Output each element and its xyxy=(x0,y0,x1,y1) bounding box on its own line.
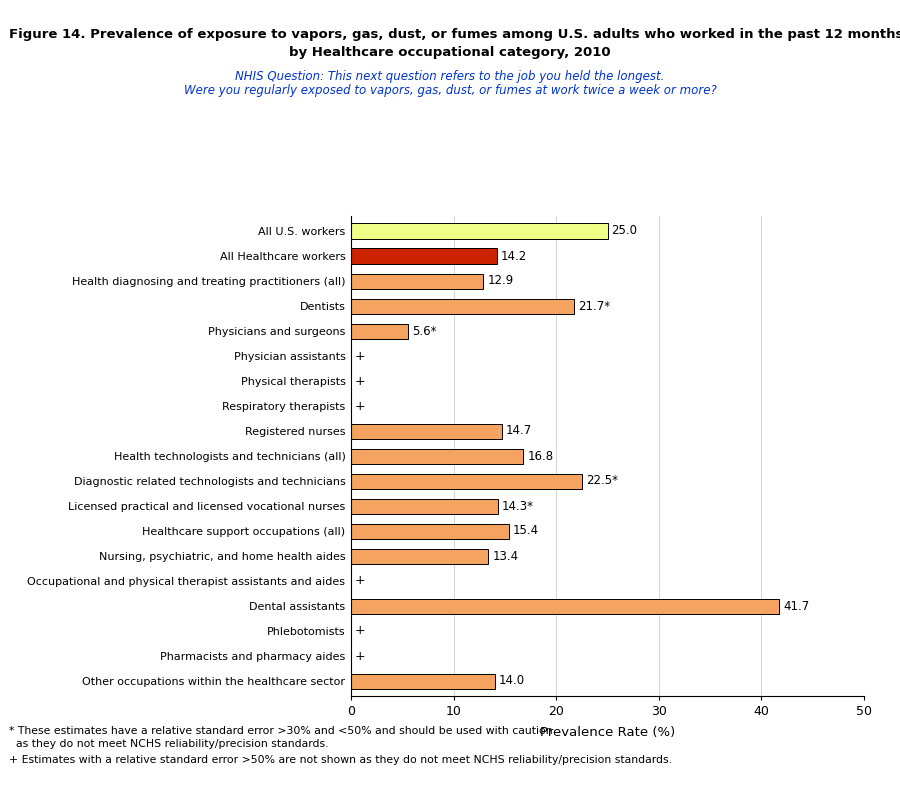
Bar xyxy=(351,323,409,338)
Bar xyxy=(351,274,483,289)
Bar xyxy=(351,523,509,538)
Text: Were you regularly exposed to vapors, gas, dust, or fumes at work twice a week o: Were you regularly exposed to vapors, ga… xyxy=(184,84,716,97)
Text: 14.2: 14.2 xyxy=(500,250,527,262)
Text: +: + xyxy=(356,650,365,662)
Text: 22.5*: 22.5* xyxy=(586,474,618,487)
Text: + Estimates with a relative standard error >50% are not shown as they do not mee: + Estimates with a relative standard err… xyxy=(9,755,672,765)
Text: * These estimates have a relative standard error >30% and <50% and should be use: * These estimates have a relative standa… xyxy=(9,726,553,736)
Bar xyxy=(351,674,495,689)
Text: 14.7: 14.7 xyxy=(506,425,532,438)
Text: 14.0: 14.0 xyxy=(499,674,525,687)
Text: 13.4: 13.4 xyxy=(492,550,518,562)
Text: Figure 14. Prevalence of exposure to vapors, gas, dust, or fumes among U.S. adul: Figure 14. Prevalence of exposure to vap… xyxy=(9,28,900,41)
Bar xyxy=(351,249,497,263)
Bar xyxy=(351,423,502,438)
Text: 25.0: 25.0 xyxy=(612,225,637,238)
Text: 41.7: 41.7 xyxy=(783,599,809,613)
Text: 5.6*: 5.6* xyxy=(412,325,437,338)
Text: 12.9: 12.9 xyxy=(488,274,514,287)
Bar xyxy=(351,223,608,238)
Bar xyxy=(351,449,524,463)
Text: 14.3*: 14.3* xyxy=(502,499,534,513)
Bar xyxy=(351,598,778,614)
Text: by Healthcare occupational category, 2010: by Healthcare occupational category, 201… xyxy=(289,46,611,59)
X-axis label: Prevalence Rate (%): Prevalence Rate (%) xyxy=(540,726,675,739)
Text: 16.8: 16.8 xyxy=(527,450,554,462)
Text: as they do not meet NCHS reliability/precision standards.: as they do not meet NCHS reliability/pre… xyxy=(9,739,328,749)
Text: 15.4: 15.4 xyxy=(513,525,539,538)
Text: +: + xyxy=(356,574,365,587)
Text: NHIS Question: This next question refers to the job you held the longest.: NHIS Question: This next question refers… xyxy=(235,70,665,83)
Bar xyxy=(351,498,498,514)
Text: +: + xyxy=(356,374,365,387)
Bar xyxy=(351,549,489,563)
Bar xyxy=(351,298,573,314)
Text: +: + xyxy=(356,350,365,362)
Text: 21.7*: 21.7* xyxy=(578,299,610,313)
Text: +: + xyxy=(356,399,365,413)
Bar xyxy=(351,474,582,489)
Text: +: + xyxy=(356,625,365,638)
